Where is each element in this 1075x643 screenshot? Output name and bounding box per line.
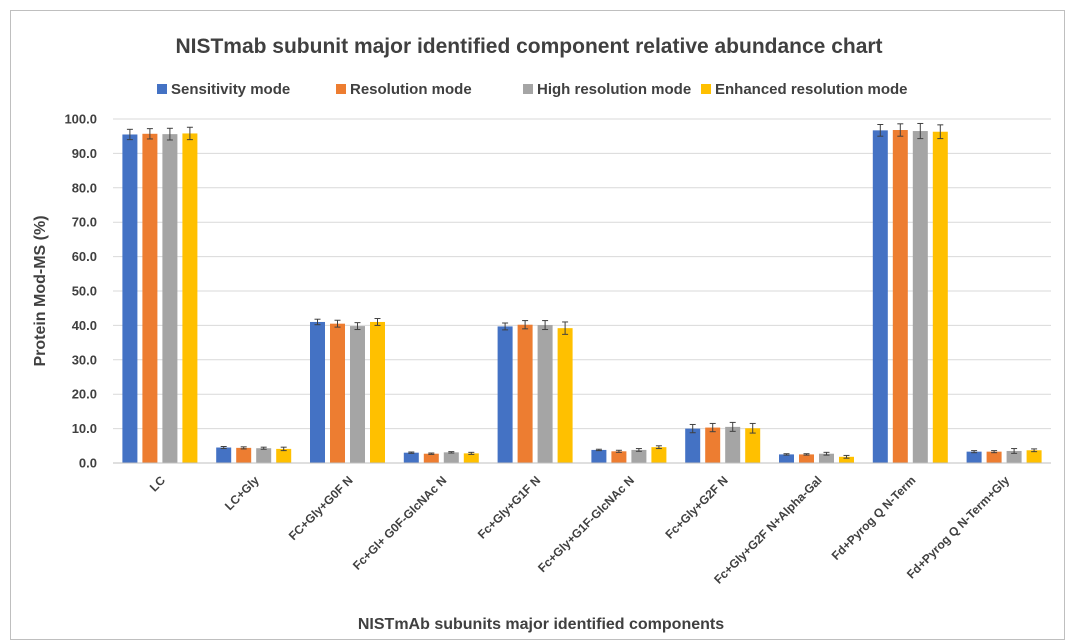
bar	[122, 134, 138, 463]
legend-swatch	[701, 84, 711, 94]
bar	[799, 454, 814, 463]
gridlines	[113, 118, 1051, 464]
y-axis-label: Protein Mod-MS (%)	[32, 215, 49, 366]
bar	[872, 130, 888, 463]
y-tick-label: 70.0	[72, 215, 97, 230]
legend-swatch	[157, 84, 167, 94]
y-tick-label: 80.0	[72, 180, 97, 195]
x-tick-label: LC+Gly	[222, 473, 262, 513]
x-tick-labels: LC LC+Gly FC+Gly+G0F NFc+Gl+ G0F-GlcNAc N F…	[147, 473, 1013, 587]
bar	[256, 448, 272, 463]
legend-label: Sensitivity mode	[171, 81, 290, 98]
bar	[216, 447, 232, 463]
bar	[591, 449, 607, 463]
bar	[517, 324, 533, 463]
bar	[497, 326, 513, 463]
bar	[986, 451, 1002, 463]
bar	[182, 133, 198, 463]
legend-label: Resolution mode	[350, 81, 472, 98]
chart-title: NISTmab subunit major identified compone…	[175, 35, 882, 58]
bar	[537, 325, 553, 463]
bar	[443, 452, 459, 463]
y-tick-labels: 0.0 10.0 20.0 30.0 40.0 50.0 60.0 70.0 80.0 90.0 1…	[64, 112, 97, 471]
bar	[1026, 450, 1042, 463]
bar	[310, 321, 325, 463]
bar	[463, 453, 479, 463]
bar	[611, 451, 627, 463]
bar	[839, 456, 854, 463]
legend-label: Enhanced resolution mode	[715, 81, 908, 98]
x-tick-label: Fc+Gly+G2F N	[662, 473, 730, 541]
bar	[330, 323, 345, 463]
bar	[370, 321, 385, 463]
bar	[276, 448, 292, 463]
legend-swatch	[336, 84, 346, 94]
y-tick-label: 40.0	[72, 318, 97, 333]
y-tick-label: 10.0	[72, 421, 97, 436]
legend-label: High resolution mode	[537, 81, 691, 98]
bars	[113, 122, 1051, 464]
bar	[403, 452, 419, 463]
y-tick-label: 30.0	[72, 352, 97, 367]
bar	[819, 453, 834, 463]
y-tick-label: 0.0	[79, 456, 97, 471]
bar	[631, 449, 647, 463]
x-tick-label: Fc+Gly+G1F N	[475, 473, 543, 541]
x-axis-label: NISTmAb subunits major identified compon…	[358, 616, 724, 633]
bar	[725, 426, 741, 463]
x-tick-label: LC	[147, 473, 168, 494]
bar	[236, 447, 252, 463]
y-tick-label: 90.0	[72, 146, 97, 161]
x-tick-label: Fc+Gl+ G0F-GlcNAc N	[350, 473, 449, 572]
x-tick-label: Fc+Gly+G1F-GlcNAc N	[535, 473, 637, 575]
bar	[162, 134, 178, 464]
bar	[142, 133, 158, 463]
y-tick-label: 100.0	[64, 112, 97, 127]
x-tick-label: Fc+Gly+G2F N+Alpha-Gal	[711, 473, 824, 586]
bar	[912, 131, 928, 463]
y-tick-label: 60.0	[72, 249, 97, 264]
chart-svg: NISTmab subunit major identified compone…	[32, 35, 1051, 633]
bar	[779, 454, 794, 463]
x-tick-label: Fd+Pyrog Q N-Term+Gly	[904, 473, 1013, 582]
bar	[705, 427, 721, 463]
y-tick-label: 50.0	[72, 284, 97, 299]
bar	[423, 453, 439, 463]
bar	[350, 326, 365, 463]
bar	[651, 447, 667, 463]
y-tick-label: 20.0	[72, 387, 97, 402]
bar	[966, 451, 982, 463]
bar	[892, 130, 908, 463]
bar	[1006, 450, 1022, 463]
bar	[685, 428, 701, 463]
x-tick-label: FC+Gly+G0F N	[286, 473, 356, 543]
legend-swatch	[523, 84, 533, 94]
chart-frame: NISTmab subunit major identified compone…	[10, 10, 1065, 640]
bar	[932, 131, 948, 463]
x-tick-label: Fd+Pyrog Q N-Term	[829, 473, 919, 563]
bar	[745, 428, 761, 463]
bar	[557, 328, 573, 463]
legend: Sensitivity mode Resolution mode High reso…	[157, 81, 908, 98]
